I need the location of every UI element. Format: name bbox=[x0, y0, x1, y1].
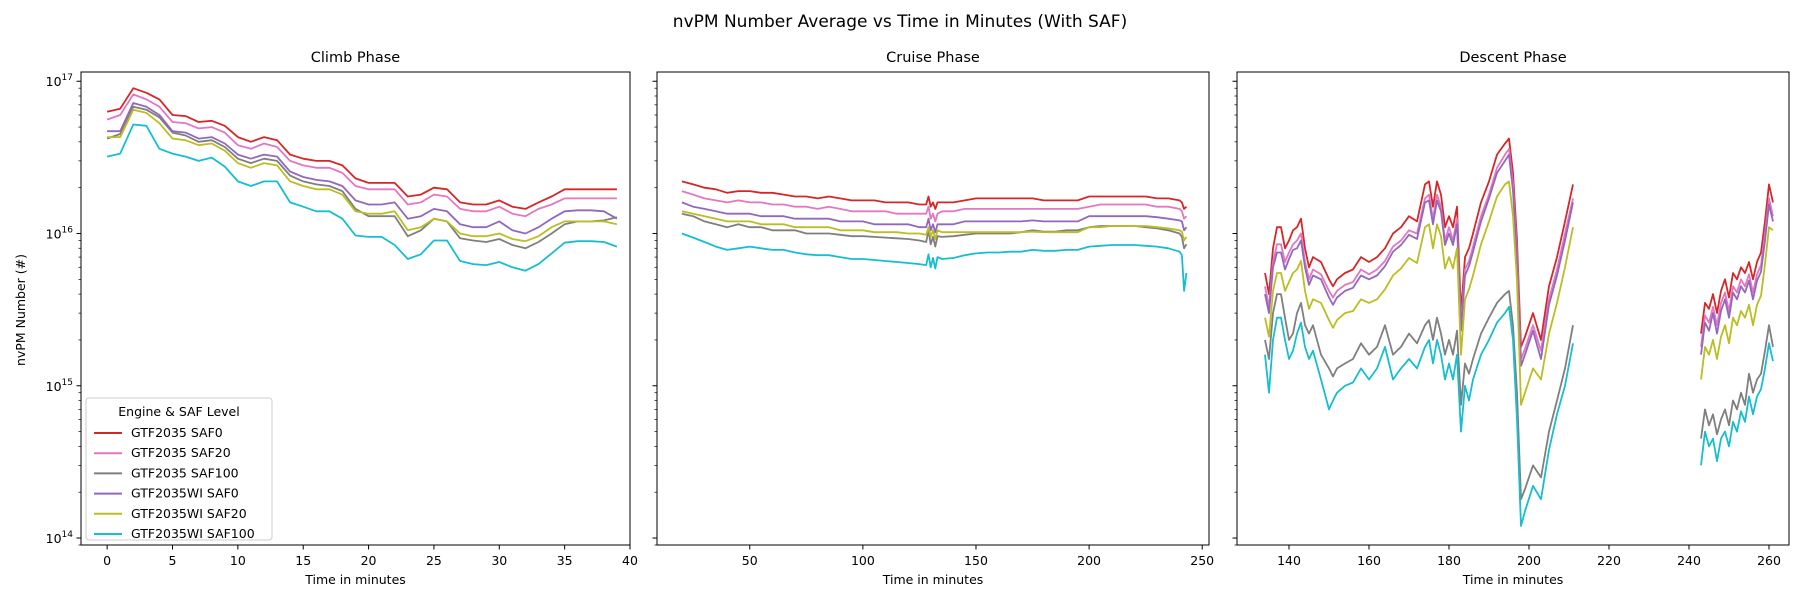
series-line-gtf2035wi-saf100 bbox=[1700, 342, 1774, 466]
legend-label-gtf2035wi-saf20: GTF2035WI SAF20 bbox=[131, 506, 247, 521]
x-tick-label: 140 bbox=[1277, 553, 1301, 568]
x-tick-label: 25 bbox=[426, 553, 442, 568]
y-axis-label: nvPM Number (#) bbox=[13, 254, 28, 366]
climb-phase-x-ticks: 0 5 10 15 20 25 30 35 40 bbox=[103, 545, 638, 568]
descent-phase-x-ticks: 140 160 180 200 220 240 260 bbox=[1277, 545, 1781, 568]
x-tick-label: 50 bbox=[742, 553, 758, 568]
series-line-gtf2035-saf100 bbox=[106, 105, 618, 250]
series-line-gtf2035wi-saf100 bbox=[106, 123, 618, 272]
climb-phase-series bbox=[106, 87, 618, 272]
cruise-phase-y-ticks bbox=[652, 80, 657, 546]
series-line-gtf2035wi-saf20 bbox=[107, 108, 618, 243]
series-line-gtf2035-saf100 bbox=[1700, 324, 1774, 439]
x-tick-label: 5 bbox=[169, 553, 177, 568]
x-tick-label: 200 bbox=[1077, 553, 1101, 568]
descent-phase-plot-frame bbox=[1236, 71, 1790, 546]
x-tick-label: 260 bbox=[1757, 553, 1781, 568]
series-line-gtf2035-saf20 bbox=[106, 93, 617, 218]
cruise-phase-title: Cruise Phase bbox=[886, 50, 980, 66]
legend-label-gtf2035-saf20: GTF2035 SAF20 bbox=[131, 445, 231, 460]
series-line-gtf2035wi-saf20 bbox=[1700, 226, 1774, 380]
descent-phase-title: Descent Phase bbox=[1459, 50, 1566, 66]
legend-label-gtf2035wi-saf0: GTF2035WI SAF0 bbox=[131, 486, 239, 501]
x-tick-label: 0 bbox=[103, 553, 111, 568]
climb-phase-plot-frame bbox=[80, 71, 631, 546]
descent-phase-panel: Descent Phase Time in minutes 140 160 180 200… bbox=[1232, 50, 1790, 587]
series-line-gtf2035wi-saf20 bbox=[681, 210, 1188, 242]
cruise-phase-series bbox=[681, 180, 1188, 292]
series-line-gtf2035-saf0 bbox=[1264, 137, 1574, 348]
cruise-phase-plot-frame bbox=[656, 71, 1210, 546]
legend-label-gtf2035wi-saf100: GTF2035WI SAF100 bbox=[131, 526, 255, 541]
series-line-gtf2035-saf0 bbox=[1700, 183, 1774, 334]
x-tick-label: 40 bbox=[622, 553, 638, 568]
x-tick-label: 160 bbox=[1357, 553, 1381, 568]
series-line-gtf2035wi-saf0 bbox=[681, 201, 1188, 234]
x-tick-label: 180 bbox=[1437, 553, 1461, 568]
series-line-gtf2035wi-saf20 bbox=[1264, 180, 1574, 406]
x-tick-label: 100 bbox=[851, 553, 875, 568]
legend-label-gtf2035-saf0: GTF2035 SAF0 bbox=[131, 425, 223, 440]
legend-frame bbox=[85, 397, 273, 541]
x-tick-label: 240 bbox=[1677, 553, 1701, 568]
series-line-gtf2035wi-saf100 bbox=[1264, 305, 1574, 527]
legend-label-gtf2035-saf100: GTF2035 SAF100 bbox=[131, 465, 239, 480]
y-tick-label: 1017 bbox=[46, 73, 73, 89]
cruise-phase-x-axis-label: Time in minutes bbox=[882, 572, 984, 587]
x-tick-label: 20 bbox=[361, 553, 377, 568]
x-tick-label: 220 bbox=[1597, 553, 1621, 568]
series-line-gtf2035wi-saf0 bbox=[1700, 203, 1774, 355]
y-tick-label: 1015 bbox=[46, 378, 73, 394]
y-tick-label: 1016 bbox=[46, 226, 74, 242]
descent-phase-series bbox=[1264, 137, 1774, 527]
x-tick-label: 150 bbox=[964, 553, 988, 568]
series-line-gtf2035wi-saf100 bbox=[681, 232, 1188, 292]
legend-title: Engine & SAF Level bbox=[118, 404, 239, 419]
cruise-phase-x-ticks: 50 100 150 200 250 bbox=[742, 545, 1214, 568]
x-tick-label: 35 bbox=[557, 553, 573, 568]
figure-title: nvPM Number Average vs Time in Minutes (… bbox=[673, 12, 1127, 32]
x-tick-label: 250 bbox=[1190, 553, 1214, 568]
series-line-gtf2035wi-saf0 bbox=[107, 102, 618, 235]
series-line-gtf2035-saf20 bbox=[681, 190, 1188, 223]
series-line-gtf2035-saf0 bbox=[106, 87, 617, 210]
climb-phase-y-ticks: 1014 1015 1016 1017 bbox=[46, 73, 81, 546]
descent-phase-x-axis-label: Time in minutes bbox=[1462, 572, 1564, 587]
descent-phase-y-ticks bbox=[1232, 80, 1237, 546]
x-tick-label: 200 bbox=[1517, 553, 1541, 568]
x-tick-label: 30 bbox=[491, 553, 507, 568]
series-line-gtf2035wi-saf0 bbox=[1264, 153, 1574, 367]
climb-phase-title: Climb Phase bbox=[311, 50, 400, 66]
series-line-gtf2035-saf100 bbox=[1264, 289, 1574, 501]
legend: Engine & SAF Level GTF2035 SAF0 GTF2035 SA… bbox=[85, 397, 273, 541]
climb-phase-x-axis-label: Time in minutes bbox=[304, 572, 406, 587]
x-tick-label: 10 bbox=[230, 553, 246, 568]
series-line-gtf2035-saf0 bbox=[681, 180, 1188, 210]
x-tick-label: 15 bbox=[295, 553, 311, 568]
cruise-phase-panel: Cruise Phase Time in minutes 50 100 150 200 25… bbox=[652, 50, 1214, 587]
y-tick-label: 1014 bbox=[46, 530, 74, 546]
